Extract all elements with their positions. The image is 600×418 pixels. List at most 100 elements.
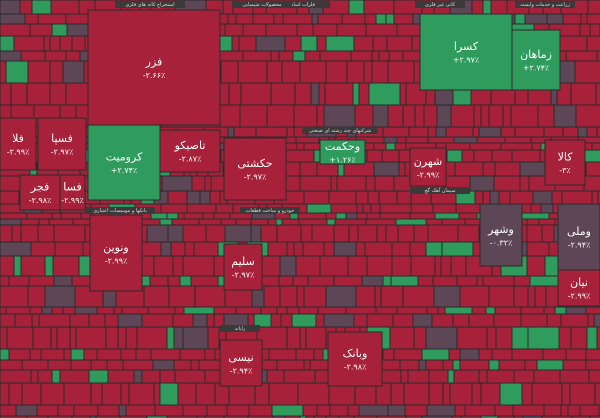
filler-tile: [0, 61, 6, 83]
filler-tile: [30, 24, 52, 36]
filler-tile: [200, 191, 210, 204]
stock-change: -۲.۹۹٪: [61, 196, 84, 205]
filler-tile: [541, 204, 553, 213]
filler-tile: [521, 213, 549, 219]
filler-tile: [450, 383, 472, 405]
filler-tile: [193, 314, 207, 327]
filler-tile: [413, 314, 432, 327]
filler-tile: [457, 276, 477, 286]
filler-tile: [487, 370, 514, 383]
filler-tile: [325, 83, 353, 105]
filler-tile: [168, 276, 180, 286]
filler-tile: [206, 225, 225, 242]
filler-tile: [460, 360, 489, 370]
filler-tile: [314, 416, 326, 418]
filler-tile: [294, 127, 307, 137]
filler-tile: [216, 204, 233, 213]
filler-tile: [472, 307, 486, 314]
filler-tile: [220, 105, 240, 127]
filler-tile: [41, 349, 64, 360]
filler-tile: [236, 307, 261, 314]
filler-tile: [527, 219, 539, 225]
filler-tile: [0, 0, 20, 14]
filler-tile: [433, 204, 456, 213]
filler-tile: [121, 349, 136, 360]
filler-tile: [105, 314, 118, 327]
filler-tile: [587, 14, 600, 24]
filler-tile: [369, 83, 400, 105]
filler-tile: [419, 360, 426, 370]
filler-tile: [400, 360, 419, 370]
filler-tile: [171, 242, 185, 256]
filler-tile: [366, 176, 375, 191]
filler-tile: [287, 242, 294, 256]
filler-tile: [391, 276, 418, 286]
filler-tile: [432, 314, 453, 327]
filler-tile: [0, 360, 22, 370]
filler-tile: [460, 286, 489, 307]
filler-tile: [90, 416, 96, 418]
sector-header: [270, 1, 330, 8]
filler-tile: [443, 383, 450, 405]
filler-tile: [32, 314, 39, 327]
stock-change: -۲.۹۸٪: [29, 196, 52, 205]
filler-tile: [136, 349, 151, 360]
filler-tile: [489, 286, 514, 307]
filler-tile: [0, 51, 21, 61]
stock-tile: [223, 137, 287, 201]
filler-tile: [367, 256, 392, 276]
filler-tile: [479, 349, 492, 360]
filler-tile: [257, 327, 287, 349]
stock-name: وبانک: [343, 347, 368, 360]
filler-tile: [329, 191, 356, 204]
filler-tile: [557, 83, 571, 105]
stock-name: فسا: [63, 181, 81, 194]
filler-tile: [560, 51, 566, 61]
filler-tile: [451, 256, 466, 276]
filler-tile: [522, 383, 532, 405]
filler-tile: [455, 405, 465, 416]
filler-tile: [527, 256, 545, 276]
filler-tile: [383, 276, 391, 286]
filler-tile: [304, 191, 329, 204]
filler-tile: [499, 191, 510, 204]
filler-tile: [414, 327, 426, 349]
filler-tile: [355, 383, 376, 405]
filler-tile: [282, 176, 300, 191]
filler-tile: [173, 314, 193, 327]
filler-tile: [442, 219, 465, 225]
filler-tile: [254, 314, 271, 327]
stock-tile: [419, 13, 513, 91]
filler-tile: [512, 150, 540, 162]
filler-tile: [388, 105, 403, 127]
filler-tile: [326, 416, 339, 418]
stock-change: -۲.۹۷٪: [51, 148, 74, 157]
filler-tile: [207, 405, 227, 416]
filler-tile: [287, 327, 300, 349]
filler-tile: [184, 307, 214, 314]
filler-tile: [354, 314, 367, 327]
filler-tile: [521, 314, 547, 327]
filler-tile: [597, 127, 600, 137]
stock-change: -۲.۹۹٪: [568, 292, 591, 301]
filler-tile: [218, 36, 232, 51]
filler-tile: [490, 191, 499, 204]
filler-tile: [477, 137, 505, 143]
filler-tile: [326, 36, 354, 51]
filler-tile: [155, 405, 183, 416]
filler-tile: [0, 36, 14, 51]
filler-tile: [349, 0, 364, 14]
filler-tile: [33, 327, 51, 349]
sector-label: سیمان آهک گچ: [424, 187, 455, 194]
filler-tile: [320, 256, 348, 276]
filler-tile: [183, 405, 207, 416]
filler-tile: [282, 219, 299, 225]
filler-tile: [31, 242, 55, 256]
stock-name: نیسی: [228, 351, 253, 364]
filler-tile: [426, 360, 443, 370]
filler-tile: [150, 276, 168, 286]
filler-tile: [184, 213, 203, 219]
filler-tile: [197, 416, 205, 418]
filler-tile: [38, 370, 52, 383]
filler-tile: [28, 286, 45, 307]
